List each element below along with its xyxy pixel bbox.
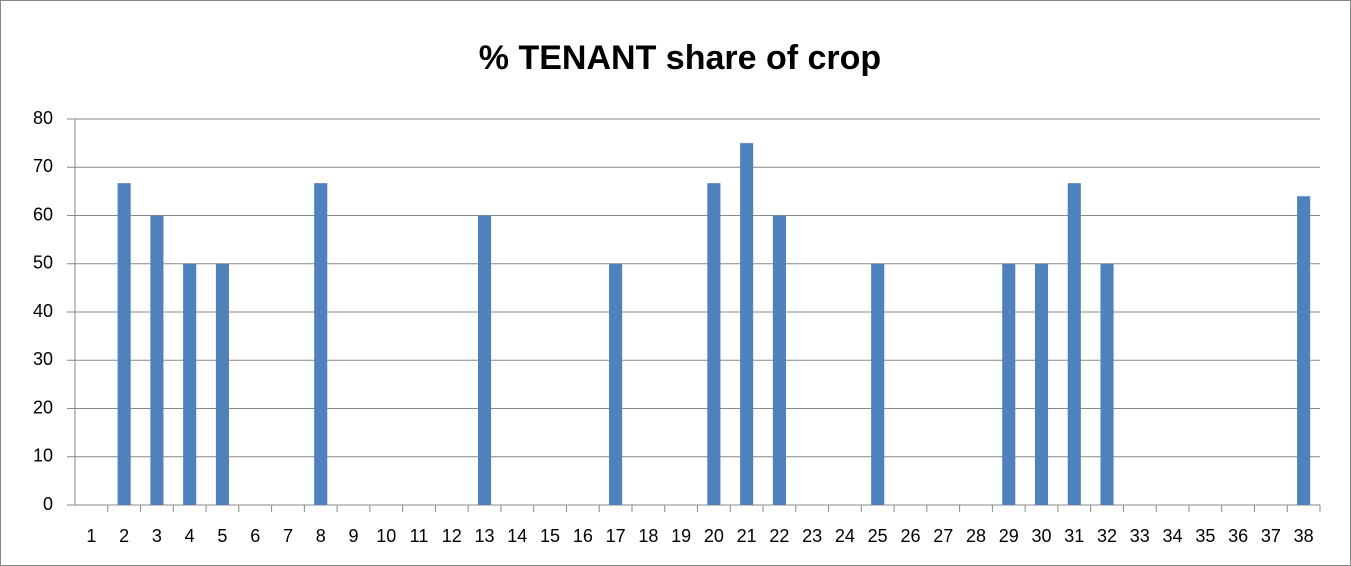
x-tick-label: 26 bbox=[900, 526, 920, 546]
bar bbox=[772, 215, 786, 505]
x-tick-label: 38 bbox=[1294, 526, 1314, 546]
y-tick-label: 70 bbox=[33, 156, 53, 176]
x-tick-label: 5 bbox=[217, 526, 227, 546]
y-tick-label: 20 bbox=[33, 397, 53, 417]
x-tick-label: 28 bbox=[966, 526, 986, 546]
x-tick-label: 32 bbox=[1097, 526, 1117, 546]
bar bbox=[1034, 263, 1049, 505]
x-tick-label: 11 bbox=[410, 526, 429, 546]
bar bbox=[871, 263, 885, 505]
x-tick-label: 27 bbox=[933, 526, 953, 546]
x-tick-label: 2 bbox=[119, 526, 129, 546]
bar bbox=[1297, 196, 1311, 505]
x-tick-label: 29 bbox=[999, 526, 1019, 546]
bar bbox=[215, 263, 229, 505]
x-tick-label: 17 bbox=[606, 526, 626, 546]
x-tick-label: 24 bbox=[835, 526, 855, 546]
x-tick-label: 13 bbox=[475, 526, 495, 546]
x-tick-label: 4 bbox=[185, 526, 195, 546]
bar bbox=[1002, 263, 1016, 505]
x-tick-label: 21 bbox=[737, 526, 757, 546]
y-tick-label: 50 bbox=[33, 253, 53, 273]
bar bbox=[609, 263, 623, 505]
x-tick-label: 37 bbox=[1261, 526, 1281, 546]
chart-title: % TENANT share of crop bbox=[479, 39, 881, 77]
x-tick-label: 12 bbox=[442, 526, 462, 546]
x-tick-label: 8 bbox=[316, 526, 326, 546]
x-tick-label: 9 bbox=[348, 526, 358, 546]
x-tick-label: 25 bbox=[868, 526, 888, 546]
bar bbox=[707, 183, 721, 506]
bar bbox=[117, 183, 131, 506]
x-tick-label: 6 bbox=[250, 526, 260, 546]
x-tick-label: 7 bbox=[283, 526, 293, 546]
x-tick-label: 3 bbox=[152, 526, 162, 546]
x-tick-label: 20 bbox=[704, 526, 724, 546]
x-tick-label: 15 bbox=[540, 526, 560, 546]
x-tick-label: 33 bbox=[1130, 526, 1150, 546]
x-tick-label: 30 bbox=[1031, 526, 1051, 546]
x-tick-label: 1 bbox=[86, 526, 96, 546]
bar bbox=[1067, 183, 1081, 506]
bar bbox=[183, 263, 197, 505]
bar bbox=[314, 183, 328, 506]
x-tick-label: 34 bbox=[1163, 526, 1183, 546]
x-tick-label: 18 bbox=[638, 526, 658, 546]
y-tick-label: 10 bbox=[33, 446, 53, 466]
y-tick-label: 40 bbox=[33, 301, 53, 321]
y-tick-label: 60 bbox=[33, 204, 53, 224]
y-tick-label: 30 bbox=[33, 349, 53, 369]
x-tick-label: 10 bbox=[376, 526, 396, 546]
x-tick-label: 31 bbox=[1064, 526, 1084, 546]
x-tick-label: 36 bbox=[1228, 526, 1248, 546]
x-tick-label: 16 bbox=[573, 526, 593, 546]
bar bbox=[1100, 263, 1114, 505]
bar bbox=[150, 215, 164, 505]
x-tick-label: 23 bbox=[802, 526, 822, 546]
x-tick-label: 22 bbox=[769, 526, 789, 546]
x-tick-label: 35 bbox=[1195, 526, 1215, 546]
bar bbox=[477, 215, 492, 505]
y-tick-label: 80 bbox=[33, 108, 53, 128]
x-tick-label: 19 bbox=[671, 526, 691, 546]
y-tick-label: 0 bbox=[43, 494, 53, 514]
bar bbox=[740, 143, 754, 505]
x-tick-label: 14 bbox=[507, 526, 527, 546]
